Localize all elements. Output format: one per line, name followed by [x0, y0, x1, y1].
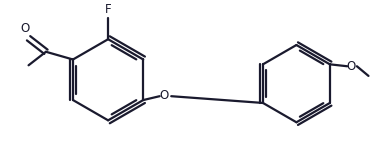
Text: O: O [346, 60, 356, 73]
Text: F: F [105, 3, 111, 16]
Text: O: O [20, 22, 29, 35]
Text: O: O [160, 89, 169, 102]
